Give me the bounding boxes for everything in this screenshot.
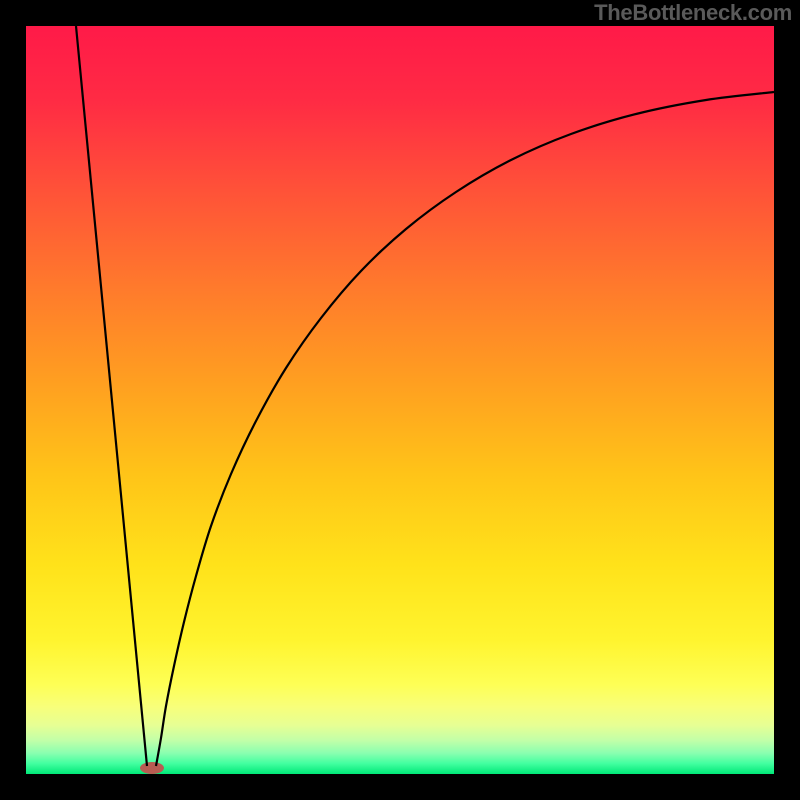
watermark-text: TheBottleneck.com — [594, 0, 792, 26]
gradient-background — [26, 26, 774, 774]
plot-svg — [26, 26, 774, 774]
minimum-marker — [140, 762, 164, 774]
plot-area — [26, 26, 774, 774]
chart-container: TheBottleneck.com — [0, 0, 800, 800]
